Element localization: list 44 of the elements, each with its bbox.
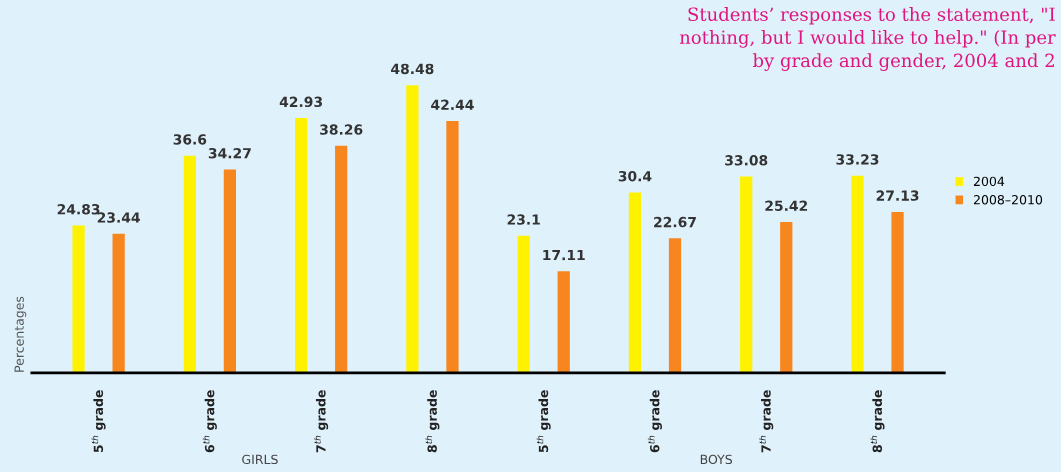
bar	[183, 155, 196, 373]
data-label: 42.93	[279, 96, 322, 108]
data-label: 22.67	[654, 216, 696, 228]
data-label: 17.11	[543, 250, 585, 261]
bar	[851, 175, 864, 373]
text: GIRLS	[242, 454, 278, 465]
bar	[112, 233, 125, 373]
data-label: 30.4	[618, 170, 652, 182]
y-axis-title: Percentages	[14, 296, 27, 372]
bar	[295, 118, 308, 373]
data-label: 42.44	[431, 99, 474, 110]
x-tick-label: 5$^{th}$ grade	[91, 390, 106, 453]
data-label: 33.23	[836, 154, 879, 165]
x-tick-label: 5$^{th}$ grade	[536, 390, 551, 453]
data-label: 33.08	[725, 155, 768, 166]
legend-label: 2004	[973, 176, 1005, 187]
bar	[557, 271, 570, 373]
bar	[406, 85, 419, 373]
data-label: 27.13	[876, 190, 919, 201]
bar	[628, 192, 642, 373]
x-tick-label: 7$^{th}$ grade	[759, 390, 774, 453]
bar	[335, 145, 348, 373]
bar	[891, 211, 904, 373]
data-label: 48.48	[391, 63, 434, 75]
x-tick-label: 8$^{th}$ grade	[870, 390, 885, 453]
x-tick-label: 7$^{th}$ grade	[314, 390, 329, 453]
data-label: 38.26	[320, 124, 363, 135]
data-label: 25.42	[765, 200, 808, 212]
legend-label: 2008–2010	[973, 194, 1043, 205]
chart-title: Students’ responses to the statement, "I nothing, but I would like to help." (In per by grade and gender, 2004 and 2	[679, 7, 1056, 71]
bar	[780, 222, 793, 373]
bar	[517, 235, 530, 373]
bar	[668, 238, 682, 373]
data-label: 23.1	[507, 214, 540, 225]
x-tick-label: 6$^{th}$ grade	[202, 390, 217, 453]
x-tick-label: 8$^{th}$ grade	[425, 390, 440, 453]
bar	[72, 225, 85, 373]
data-label: 36.6	[173, 134, 207, 145]
bar	[446, 121, 459, 373]
text: BOYS	[700, 454, 733, 465]
bar	[223, 169, 237, 373]
bar	[740, 176, 753, 373]
data-label: 34.27	[208, 147, 251, 159]
x-tick-label: 6$^{th}$ grade	[647, 390, 662, 453]
